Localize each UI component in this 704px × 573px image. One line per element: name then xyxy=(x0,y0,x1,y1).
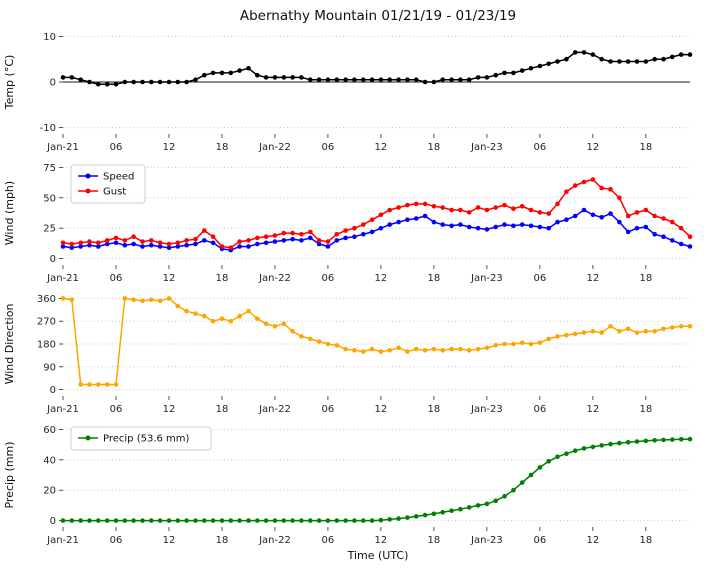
x-tick-label: 12 xyxy=(586,404,599,415)
legend-label: Speed xyxy=(103,172,134,183)
x-tick-label: Jan-21 xyxy=(46,273,79,284)
x-tick-label: 18 xyxy=(216,535,229,546)
x-tick-label: 06 xyxy=(534,273,547,284)
y-tick-label: 40 xyxy=(43,455,56,466)
y-tick-label: 50 xyxy=(43,193,56,204)
y-tick-label: 180 xyxy=(37,340,56,351)
x-tick-label: 06 xyxy=(110,535,123,546)
y-tick-label: 270 xyxy=(37,317,56,328)
gridlines xyxy=(63,428,690,522)
x-tick-label: Jan-22 xyxy=(258,273,291,284)
legend: Speed Gust xyxy=(70,164,146,204)
x-tick-label: 18 xyxy=(639,273,652,284)
x-tick-label: 18 xyxy=(428,404,441,415)
x-tick-label: 12 xyxy=(586,142,599,153)
x-tick-label: 12 xyxy=(375,404,388,415)
x-tick-label: 12 xyxy=(375,535,388,546)
y-tick-label: 90 xyxy=(43,362,56,373)
x-tick-label: 18 xyxy=(216,142,229,153)
y-tick-label: 10 xyxy=(43,32,56,43)
x-tick-label: 06 xyxy=(322,273,335,284)
y-tick-label: 0 xyxy=(50,78,56,89)
x-tick-label: 18 xyxy=(216,404,229,415)
x-tick-label: Jan-22 xyxy=(258,142,291,153)
legend-label: Precip (53.6 mm) xyxy=(103,434,190,445)
x-tick-label: 18 xyxy=(216,273,229,284)
series-gust-markers xyxy=(60,177,693,250)
wind-subplot: 0 25 50 75 Jan-21 06 12 18 Jan-22 06 12 18 Jan-23 06 1… xyxy=(3,163,693,284)
y-tick-label: 0 xyxy=(50,516,56,527)
x-tick-label: 12 xyxy=(163,142,176,153)
y-tick-label: 20 xyxy=(43,486,56,497)
y-tick-label: -10 xyxy=(40,123,56,134)
series-speed-line xyxy=(62,209,691,251)
x-tick-label: 06 xyxy=(322,142,335,153)
x-tick-label: Jan-23 xyxy=(470,404,503,415)
x-tick-label: 18 xyxy=(639,535,652,546)
temperature-ylabel: Temp (°C) xyxy=(3,55,16,111)
x-tick-label: Jan-23 xyxy=(470,535,503,546)
x-tick-label: 12 xyxy=(163,404,176,415)
series-precip-53-6-mm-line xyxy=(63,438,691,522)
series-temp-markers xyxy=(60,50,693,87)
x-tick-label: 12 xyxy=(163,535,176,546)
y-tick-label: 60 xyxy=(43,425,56,436)
y-tick-label: 0 xyxy=(50,254,56,265)
charts-container: -10 0 10 Jan-21 06 12 18 Jan-22 06 12 18 Jan-23 06 12… xyxy=(0,24,704,548)
x-tick-label: Jan-23 xyxy=(470,273,503,284)
x-tick-label: 18 xyxy=(428,273,441,284)
series-direction-markers xyxy=(60,296,693,387)
x-tick-label: 12 xyxy=(586,535,599,546)
x-tick-label: 18 xyxy=(428,535,441,546)
x-tick-label: Jan-21 xyxy=(46,142,79,153)
chart-title: Abernathy Mountain 01/21/19 - 01/23/19 xyxy=(239,8,517,24)
x-tick-label: Jan-22 xyxy=(258,404,291,415)
precip-subplot: 0 20 40 60 Jan-21 06 12 18 Jan-22 06 12 18 Jan-23 06 1… xyxy=(3,425,693,546)
legend-label: Gust xyxy=(103,187,126,198)
x-tick-label: 06 xyxy=(534,535,547,546)
x-tick-label: 06 xyxy=(322,535,335,546)
y-tick-label: 0 xyxy=(50,385,56,396)
y-tick-label: 25 xyxy=(43,224,56,235)
series-direction-line xyxy=(62,297,690,386)
gridlines xyxy=(63,166,690,260)
x-tick-label: 12 xyxy=(163,273,176,284)
x-tick-label: 12 xyxy=(375,142,388,153)
x-tick-label: 18 xyxy=(428,142,441,153)
wind-direction-ylabel: Wind Direction xyxy=(3,304,16,385)
x-tick-label: 06 xyxy=(110,404,123,415)
y-tick-label: 75 xyxy=(43,163,56,174)
x-tick-label: 06 xyxy=(322,404,335,415)
x-tick-label: Jan-21 xyxy=(46,535,79,546)
x-tick-label: 06 xyxy=(534,142,547,153)
series-precip-53-6-mm-markers xyxy=(60,436,693,523)
x-tick-label: 18 xyxy=(639,404,652,415)
gridlines xyxy=(63,297,690,391)
series-temp-line xyxy=(63,51,690,86)
wind-ylabel: Wind (mph) xyxy=(3,181,16,245)
legend: Precip (53.6 mm) xyxy=(70,426,212,451)
series-gust-line xyxy=(62,178,691,249)
x-tick-label: Jan-22 xyxy=(258,535,291,546)
x-tick-label: 12 xyxy=(586,273,599,284)
x-tick-label: 12 xyxy=(375,273,388,284)
x-tick-label: 18 xyxy=(639,142,652,153)
x-tick-label: 06 xyxy=(534,404,547,415)
x-tick-label: 06 xyxy=(110,142,123,153)
x-axis-title: Time (UTC) xyxy=(347,549,409,562)
precip-ylabel: Precip (mm) xyxy=(3,441,16,508)
wind-direction-subplot: 0 90 180 270 360 Jan-21 06 12 18 Jan-22 06 12 18 Jan-… xyxy=(3,294,693,415)
temperature-subplot: -10 0 10 Jan-21 06 12 18 Jan-22 06 12 18 Jan-23 06 12… xyxy=(3,32,693,153)
y-tick-label: 360 xyxy=(37,294,56,305)
x-tick-label: 06 xyxy=(110,273,123,284)
series-speed-markers xyxy=(60,207,693,253)
x-tick-label: Jan-21 xyxy=(46,404,79,415)
x-tick-label: Jan-23 xyxy=(470,142,503,153)
